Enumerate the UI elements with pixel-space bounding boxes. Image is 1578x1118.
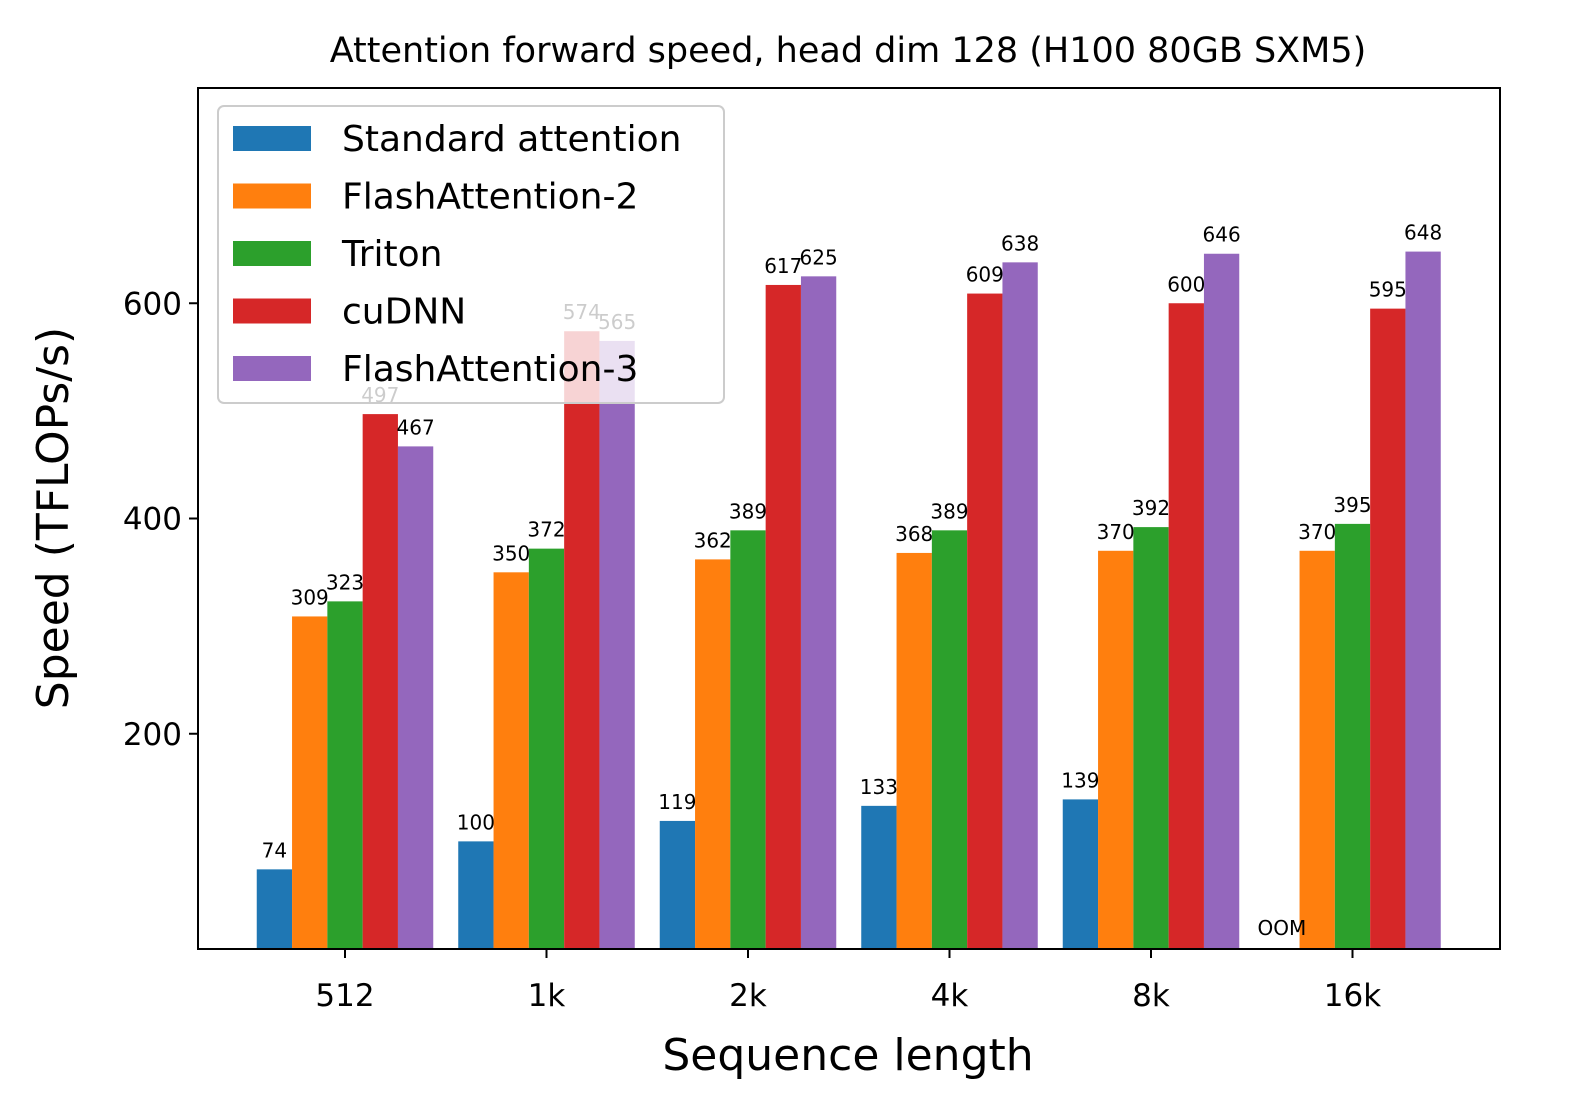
bar <box>256 869 293 949</box>
legend-swatch <box>233 183 311 209</box>
x-tick-label: 4k <box>931 978 969 1014</box>
y-tick-label: 400 <box>123 502 182 538</box>
legend-label: FlashAttention-3 <box>342 349 638 390</box>
bar-value-label: 323 <box>326 570 364 594</box>
bar <box>1062 799 1099 949</box>
bar-value-label: 309 <box>291 585 329 609</box>
bar-value-label: 370 <box>1298 520 1336 544</box>
bar <box>528 548 565 949</box>
bars-group <box>256 251 1441 950</box>
y-axis: 200 400 600 <box>123 286 198 753</box>
legend-swatch <box>233 298 311 324</box>
bar <box>1334 523 1371 949</box>
bar-value-label: 617 <box>764 254 802 278</box>
bar <box>1002 262 1038 949</box>
bar <box>1168 303 1204 949</box>
bar-value-label: 467 <box>397 415 435 439</box>
legend-swatch <box>233 126 311 151</box>
bar-value-label: 74 <box>262 838 287 862</box>
plot-frame <box>197 87 1501 950</box>
y-axis-label: Speed (TFLOPs/s) <box>28 327 79 709</box>
bar-value-label: 100 <box>457 810 495 834</box>
bar-value-label: 638 <box>1001 231 1039 255</box>
bar-value-label: 392 <box>1132 496 1170 520</box>
bar <box>397 446 434 949</box>
y-tick-label: 200 <box>123 717 182 753</box>
x-tick-label: 16k <box>1324 978 1381 1014</box>
bar-value-label: 600 <box>1167 272 1205 296</box>
bar-value-label: 595 <box>1369 278 1407 302</box>
bar <box>1098 550 1134 949</box>
legend-label: Standard attention <box>342 119 681 160</box>
legend-box <box>217 105 725 404</box>
bar <box>327 601 363 949</box>
bar <box>1133 527 1169 949</box>
legend-label: FlashAttention-2 <box>342 177 638 218</box>
legend-swatch <box>233 356 311 381</box>
bar-value-label: 648 <box>1404 221 1442 245</box>
bar <box>564 331 600 949</box>
x-tick-label: 8k <box>1132 978 1170 1014</box>
legend-swatch <box>233 241 311 266</box>
bar-value-label: OOM <box>1258 916 1307 940</box>
legend-label: Triton <box>341 234 442 275</box>
bar-value-label: 609 <box>966 263 1004 287</box>
bar-value-label: 625 <box>800 245 838 269</box>
bar-value-label: 368 <box>895 522 933 546</box>
bar <box>800 276 837 949</box>
bar <box>967 293 1003 950</box>
bar-value-label: 389 <box>729 499 767 523</box>
bar <box>458 841 494 949</box>
bar-value-label: 389 <box>930 499 968 523</box>
bar <box>1405 251 1441 950</box>
bar <box>599 340 635 949</box>
bar-value-label: 350 <box>492 541 530 565</box>
x-tick-label: 512 <box>315 978 374 1014</box>
bar-value-label: 646 <box>1203 223 1241 247</box>
x-axis-label: Sequence length <box>662 1030 1033 1081</box>
bar <box>1370 308 1406 950</box>
bar <box>765 284 801 949</box>
bar <box>931 530 968 949</box>
bar-value-label: 119 <box>658 790 696 814</box>
bar-value-label: 370 <box>1097 520 1135 544</box>
bar-value-label: 133 <box>860 775 898 799</box>
y-tick-label: 600 <box>123 286 182 322</box>
chart-title: Attention forward speed, head dim 128 (H… <box>330 31 1367 71</box>
bar <box>695 559 731 949</box>
x-tick-label: 2k <box>729 978 767 1014</box>
bar-value-label: 139 <box>1061 768 1099 792</box>
bar-value-label: 362 <box>694 528 732 552</box>
bar-value-label: 395 <box>1333 493 1371 517</box>
bar-value-label: 372 <box>527 518 565 542</box>
bar <box>659 820 696 949</box>
legend-label: cuDNN <box>342 292 466 333</box>
x-tick-label: 1k <box>528 978 566 1014</box>
x-axis: 512 1k 2k 4k 8k 16k <box>315 949 1381 1014</box>
bar <box>1299 550 1335 949</box>
bar <box>861 805 897 949</box>
bar <box>730 530 766 949</box>
bar <box>292 616 328 949</box>
bar <box>493 572 529 949</box>
bar <box>362 414 398 949</box>
legend: Standard attention FlashAttention-2 Triton… <box>217 105 725 404</box>
bar <box>896 552 932 949</box>
bar <box>1203 253 1240 949</box>
